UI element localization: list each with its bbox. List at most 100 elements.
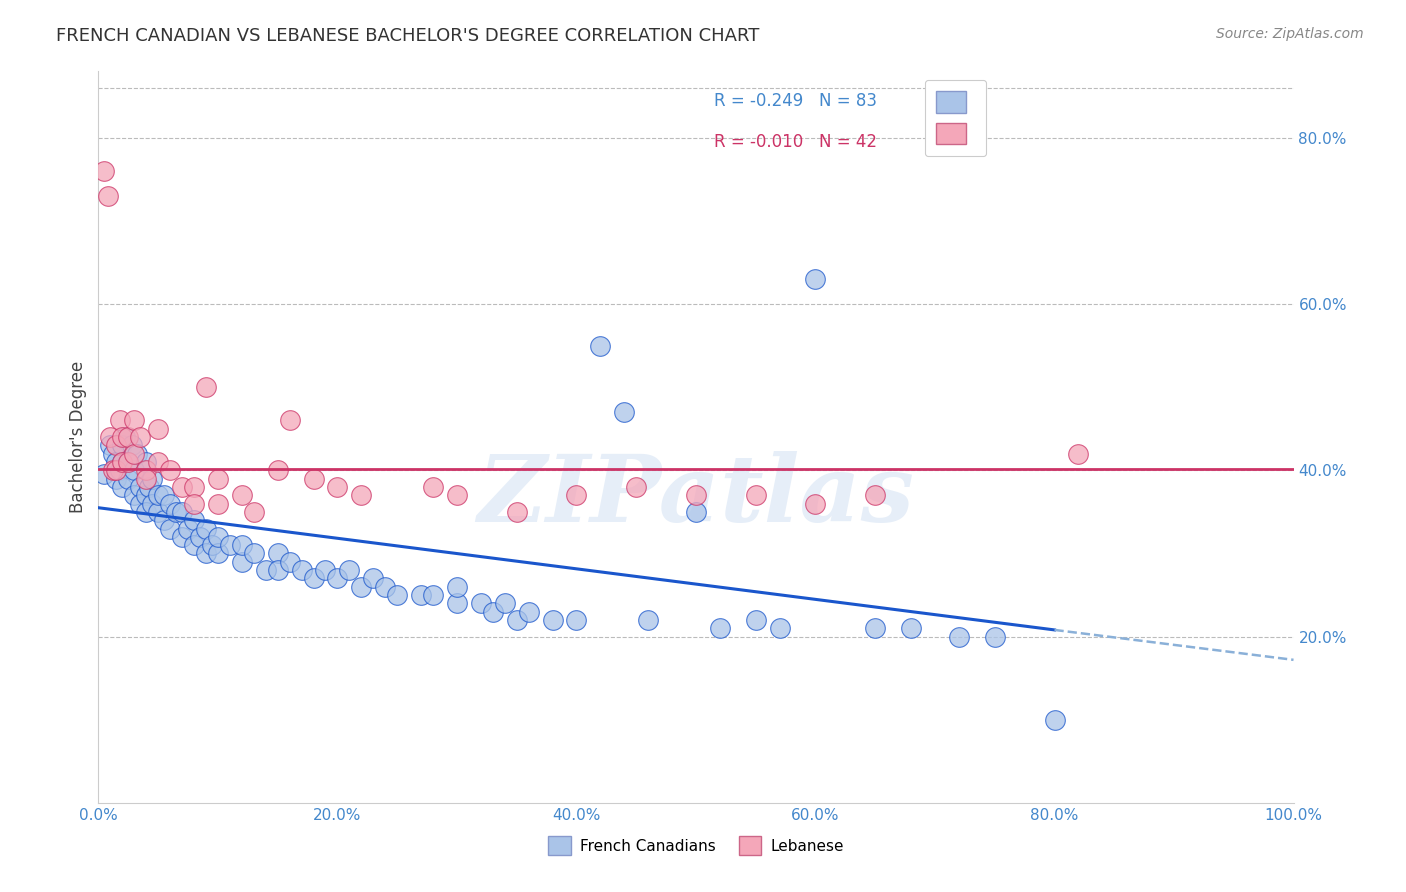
Point [111,438,134,452]
Point [101,463,124,477]
Point [302,472,325,486]
Point [1067,447,1090,461]
Point [172,530,194,544]
Point [231,488,253,502]
Legend: French Canadians, Lebanese: French Canadians, Lebanese [541,830,851,861]
Point [350,580,373,594]
Point [506,505,529,519]
Point [148,455,170,469]
Point [385,588,409,602]
Point [188,530,211,544]
Point [350,488,373,502]
Point [201,538,224,552]
Point [117,430,139,444]
Point [315,563,337,577]
Point [105,455,128,469]
Point [481,605,505,619]
Point [267,546,290,560]
Point [565,613,588,627]
Point [183,513,205,527]
Point [446,580,468,594]
Point [506,613,529,627]
Point [685,488,707,502]
Point [135,455,157,469]
Point [626,480,648,494]
Point [117,472,139,486]
Point [135,505,157,519]
Point [135,472,157,486]
Point [114,430,136,444]
Point [111,480,134,494]
Point [148,422,170,436]
Point [93,467,115,482]
Point [565,488,588,502]
Point [685,505,707,519]
Point [195,521,218,535]
Point [183,497,205,511]
Point [125,447,148,461]
Point [541,613,564,627]
Point [613,405,636,419]
Point [984,630,1007,644]
Point [243,546,266,560]
Point [105,438,128,452]
Point [97,189,120,203]
Point [768,621,790,635]
Text: FRENCH CANADIAN VS LEBANESE BACHELOR'S DEGREE CORRELATION CHART: FRENCH CANADIAN VS LEBANESE BACHELOR'S D… [56,27,759,45]
Text: R = -0.010   N = 42: R = -0.010 N = 42 [714,133,877,151]
Point [207,546,229,560]
Point [159,463,181,477]
Point [745,488,768,502]
Point [183,538,205,552]
Point [148,488,170,502]
Point [804,497,827,511]
Point [948,630,970,644]
Point [138,480,160,494]
Point [172,505,194,519]
Point [267,463,290,477]
Point [105,463,128,477]
Point [135,463,157,477]
Point [865,488,887,502]
Point [177,521,200,535]
Point [267,563,290,577]
Point [195,380,218,394]
Point [207,497,229,511]
Point [159,521,181,535]
Point [98,438,122,452]
Point [231,555,253,569]
Point [494,596,516,610]
Point [108,413,131,427]
Point [446,596,468,610]
Point [172,480,194,494]
Point [111,455,134,469]
Point [900,621,922,635]
Point [117,455,139,469]
Point [105,472,128,486]
Point [129,430,152,444]
Point [446,488,468,502]
Point [141,472,163,486]
Point [302,571,325,585]
Point [278,413,301,427]
Point [111,430,134,444]
Point [129,480,152,494]
Point [153,488,176,502]
Text: Source: ZipAtlas.com: Source: ZipAtlas.com [1216,27,1364,41]
Point [195,546,218,560]
Point [422,588,444,602]
Point [339,563,361,577]
Point [278,555,301,569]
Point [411,588,433,602]
Point [865,621,887,635]
Point [254,563,277,577]
Point [101,447,124,461]
Point [374,580,396,594]
Point [135,488,157,502]
Point [159,497,181,511]
Point [709,621,731,635]
Point [111,455,134,469]
Point [326,480,349,494]
Point [637,613,659,627]
Point [1043,713,1066,727]
